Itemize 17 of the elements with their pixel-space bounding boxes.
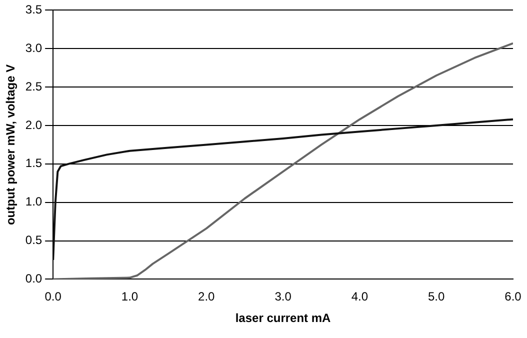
- x-tick-label: 6.0: [504, 290, 522, 304]
- x-tick-label: 0.0: [44, 290, 62, 304]
- y-tick-label: 2.0: [25, 118, 42, 132]
- y-tick-label: 3.5: [25, 2, 42, 17]
- y-tick-label: 0.5: [25, 233, 42, 248]
- x-tick-label: 4.0: [351, 290, 368, 304]
- y-tick-label: 0.0: [25, 272, 42, 286]
- y-tick-label: 1.5: [25, 156, 42, 170]
- y-tick-label: 1.0: [25, 194, 42, 209]
- x-tick-label: 5.0: [428, 290, 446, 304]
- x-axis-title: laser current mA: [235, 311, 332, 326]
- y-tick-label: 2.5: [25, 79, 42, 94]
- y-axis-title: output power mW, voltage V: [4, 64, 18, 226]
- x-tick-label: 1.0: [121, 290, 138, 304]
- x-tick-label: 3.0: [274, 290, 292, 304]
- x-tick-label: 2.0: [198, 290, 216, 304]
- y-tick-label: 3.0: [25, 40, 42, 55]
